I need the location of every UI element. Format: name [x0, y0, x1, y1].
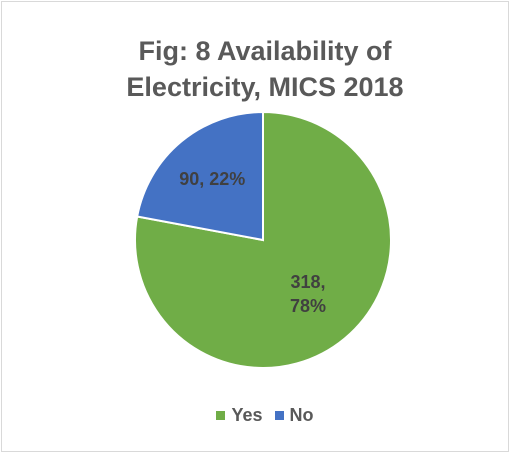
- legend: Yes No: [0, 405, 512, 426]
- legend-label-yes: Yes: [231, 405, 263, 425]
- chart-title-line-2: Electricity, MICS 2018: [126, 72, 404, 102]
- pie-slice-no: [136, 110, 264, 242]
- legend-item-no: No: [274, 405, 314, 426]
- data-label-yes: 318, 78%: [290, 272, 326, 316]
- data-label-no: 90, 22%: [179, 169, 245, 189]
- chart-title: Fig: 8 Availability of Electricity, MICS…: [0, 33, 512, 105]
- legend-item-yes: Yes: [216, 405, 263, 426]
- legend-swatch-no: [274, 411, 284, 420]
- legend-label-no: No: [289, 405, 314, 425]
- chart-title-line-1: Fig: 8 Availability of: [138, 36, 392, 66]
- legend-swatch-yes: [216, 411, 226, 420]
